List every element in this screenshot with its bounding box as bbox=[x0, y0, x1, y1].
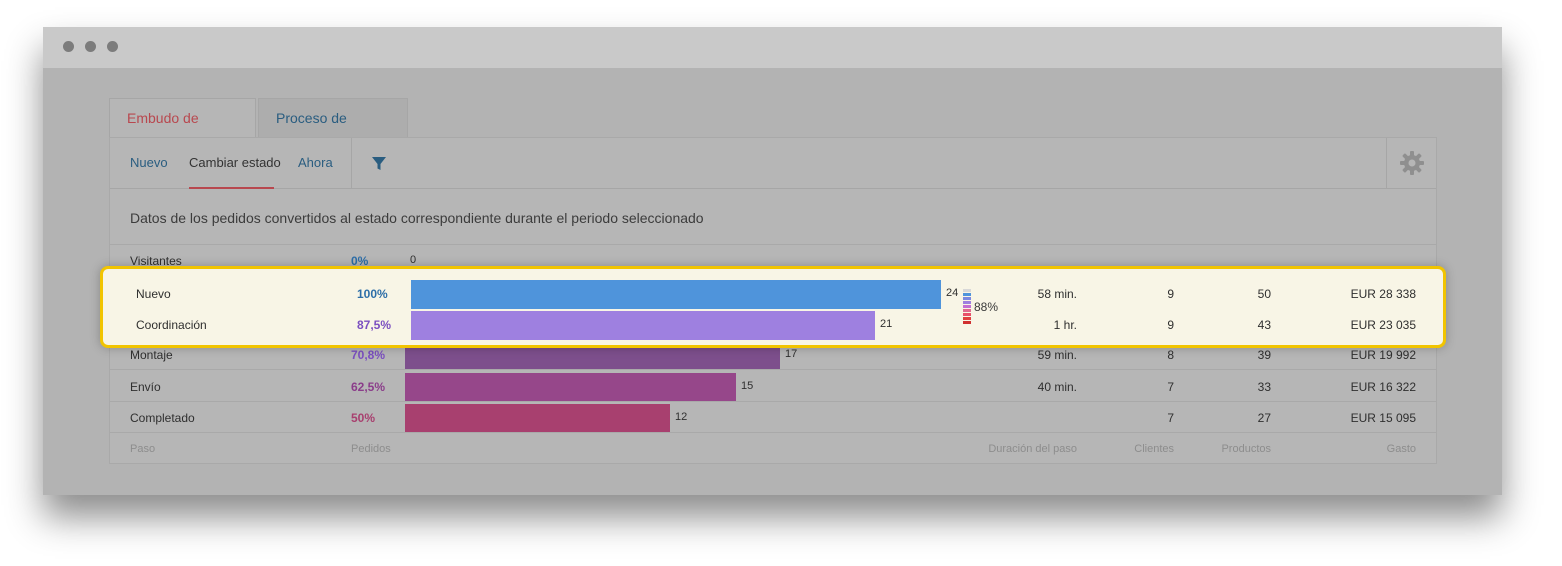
window-dot-close[interactable] bbox=[63, 41, 74, 52]
product-count: 50 bbox=[1257, 287, 1271, 301]
filter-icon[interactable] bbox=[371, 156, 387, 172]
bar-count: 15 bbox=[741, 380, 754, 392]
conversion-segment bbox=[963, 289, 971, 292]
step-name: Coordinación bbox=[136, 318, 207, 332]
step-percentage: 87,5% bbox=[357, 318, 392, 332]
conversion-segment bbox=[963, 309, 971, 312]
product-count: 33 bbox=[1257, 380, 1271, 394]
bar-count: 17 bbox=[785, 348, 798, 360]
conversion-segment bbox=[963, 305, 971, 308]
table-row: Visitantes 0% 0 bbox=[110, 245, 1436, 276]
client-count: 8 bbox=[1167, 348, 1174, 362]
product-count: 43 bbox=[1257, 318, 1271, 332]
step-duration: 59 min. bbox=[1037, 348, 1077, 362]
conversion-rate: 88% bbox=[974, 300, 999, 314]
window-dot-minimize[interactable] bbox=[85, 41, 96, 52]
step-name: Completado bbox=[130, 411, 195, 425]
row-divider bbox=[110, 432, 1436, 433]
bar-count: 0 bbox=[410, 254, 417, 266]
tab-business-process[interactable]: Proceso de negocio bbox=[258, 98, 408, 164]
subnav-now[interactable]: Ahora bbox=[298, 155, 333, 170]
step-duration: 1 hr. bbox=[1053, 318, 1077, 332]
conversion-segment bbox=[963, 293, 971, 296]
table-row: Envío 62,5% 15 40 min. 7 33 EUR 16 322 bbox=[110, 371, 1436, 402]
conversion-segment bbox=[963, 313, 971, 316]
column-orders: Pedidos bbox=[351, 443, 391, 455]
conversion-segment bbox=[963, 321, 971, 324]
subnav-new[interactable]: Nuevo bbox=[130, 155, 168, 170]
tab-sales-funnel[interactable]: Embudo de ventas bbox=[109, 98, 256, 164]
subnav-change-status[interactable]: Cambiar estado bbox=[189, 155, 281, 170]
subnav-active-underline bbox=[189, 187, 274, 189]
table-footer: Paso Pedidos Duración del paso Clientes … bbox=[110, 443, 1436, 463]
row-divider bbox=[110, 369, 1436, 370]
column-clients: Clientes bbox=[1134, 443, 1174, 455]
bar-count: 12 bbox=[675, 411, 688, 423]
total-spend: EUR 16 322 bbox=[1350, 380, 1416, 394]
funnel-bar bbox=[411, 280, 941, 309]
conversion-segment bbox=[963, 297, 971, 300]
column-step: Paso bbox=[130, 443, 156, 455]
step-duration: 40 min. bbox=[1037, 380, 1077, 394]
table-row: Completado 50% 12 7 27 EUR 15 095 bbox=[110, 402, 1436, 433]
window-dot-maximize[interactable] bbox=[107, 41, 118, 52]
step-percentage: 62,5% bbox=[351, 380, 386, 394]
funnel-bar bbox=[405, 373, 736, 402]
step-percentage: 0% bbox=[351, 254, 369, 268]
bar-count: 21 bbox=[880, 318, 893, 330]
client-count: 7 bbox=[1167, 380, 1174, 394]
total-spend: EUR 15 095 bbox=[1350, 411, 1416, 425]
step-duration: 58 min. bbox=[1037, 287, 1077, 301]
step-percentage: 50% bbox=[351, 411, 376, 425]
product-count: 39 bbox=[1257, 348, 1271, 362]
report-subnav: Nuevo Cambiar estado Ahora bbox=[110, 138, 1436, 189]
total-spend: EUR 19 992 bbox=[1350, 348, 1416, 362]
table-row: Coordinación 87,5% 21 1 hr. 9 43 EUR 23 035 bbox=[110, 309, 1436, 340]
table-row: Nuevo 100% 24 58 min. 9 50 EUR 28 338 bbox=[110, 278, 1436, 309]
funnel-bar bbox=[405, 404, 670, 433]
gear-icon bbox=[1400, 151, 1424, 175]
step-name: Visitantes bbox=[130, 254, 182, 268]
table-divider bbox=[110, 244, 1436, 245]
column-duration: Duración del paso bbox=[988, 443, 1077, 455]
row-divider bbox=[110, 401, 1436, 402]
product-count: 27 bbox=[1257, 411, 1271, 425]
step-percentage: 70,8% bbox=[351, 348, 386, 362]
conversion-segment bbox=[963, 301, 971, 304]
conversion-indicator bbox=[963, 289, 971, 328]
column-spend: Gasto bbox=[1386, 443, 1416, 455]
funnel-bar bbox=[411, 311, 875, 340]
column-products: Productos bbox=[1221, 443, 1271, 455]
conversion-segment bbox=[963, 317, 971, 320]
step-percentage: 100% bbox=[357, 287, 388, 301]
total-spend: EUR 28 338 bbox=[1350, 287, 1416, 301]
report-description: Datos de los pedidos convertidos al esta… bbox=[130, 210, 704, 226]
client-count: 7 bbox=[1167, 411, 1174, 425]
step-name: Envío bbox=[130, 380, 161, 394]
bar-count: 24 bbox=[946, 287, 959, 299]
client-count: 9 bbox=[1167, 318, 1174, 332]
highlight-callout: Nuevo 100% 24 58 min. 9 50 EUR 28 338 Coordinac… bbox=[100, 266, 1446, 348]
step-name: Montaje bbox=[130, 348, 173, 362]
step-name: Nuevo bbox=[136, 287, 171, 301]
settings-button[interactable] bbox=[1386, 138, 1436, 189]
window-titlebar bbox=[43, 27, 1502, 68]
browser-window: Embudo de ventas Proceso de negocio Nuev… bbox=[43, 27, 1502, 495]
client-count: 9 bbox=[1167, 287, 1174, 301]
total-spend: EUR 23 035 bbox=[1350, 318, 1416, 332]
subnav-divider bbox=[351, 138, 352, 189]
